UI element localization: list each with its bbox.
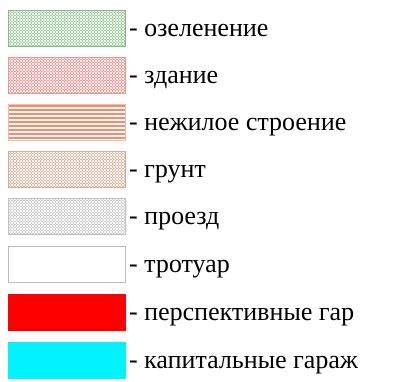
planned-garages-swatch (8, 294, 126, 331)
legend-item-planned-garages: - перспективные гар (0, 294, 418, 332)
capital-garages-swatch (8, 342, 126, 379)
legend-label-nonresidential: - нежилое строение (129, 107, 347, 136)
legend-label-greenery: - озеленение (129, 13, 269, 42)
building-swatch (8, 57, 126, 94)
legend-label-capital-garages: - капитальные гараж (129, 345, 358, 374)
legend-label-driveway: - проезд (129, 201, 220, 230)
legend-item-driveway: - проезд (0, 198, 418, 236)
legend-item-sidewalk: - тротуар (0, 246, 418, 284)
legend-item-greenery: - озеленение (0, 10, 418, 48)
legend-label-sidewalk: - тротуар (129, 249, 230, 278)
legend-label-soil: - грунт (129, 154, 206, 183)
nonresidential-swatch (8, 104, 126, 141)
legend-item-building: - здание (0, 57, 418, 95)
sidewalk-swatch (8, 246, 126, 283)
greenery-swatch (8, 10, 126, 47)
soil-swatch (8, 151, 126, 188)
legend-item-nonresidential: - нежилое строение (0, 104, 418, 142)
legend-label-building: - здание (129, 60, 219, 89)
driveway-swatch (8, 198, 126, 235)
legend-label-planned-garages: - перспективные гар (129, 297, 355, 326)
legend-item-soil: - грунт (0, 151, 418, 189)
legend-item-capital-garages: - капитальные гараж (0, 342, 418, 380)
